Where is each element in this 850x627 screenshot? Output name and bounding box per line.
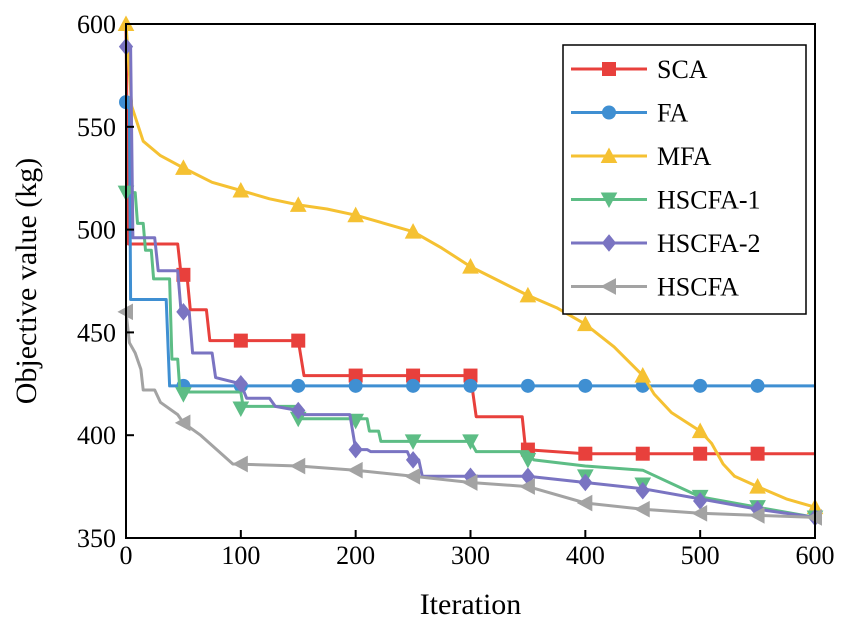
legend-marker-mfa (600, 147, 618, 163)
data-point-hscfa-1 (232, 401, 250, 418)
data-point-fa (348, 378, 363, 393)
data-point-fa (520, 378, 535, 393)
data-point-mfa (749, 478, 766, 494)
y-axis-label: Objective value (kg) (10, 158, 43, 405)
y-tick-label: 350 (77, 524, 116, 553)
data-point-sca (635, 446, 650, 461)
legend-entry-sca: SCA (571, 55, 708, 84)
data-point-fa (291, 378, 306, 393)
data-point-hscfa-1 (462, 434, 479, 450)
legend-label-fa: FA (657, 99, 689, 128)
x-tick-label: 500 (681, 541, 720, 570)
legend-entry-fa: FA (571, 99, 689, 128)
data-point-sca (233, 333, 248, 348)
data-point-hscfa (634, 500, 650, 518)
legend: SCA FA MFA HSCFA-1 HSCFA-2 HSCFA (562, 44, 807, 315)
legend-entry-mfa: MFA (571, 142, 712, 171)
data-point-fa (406, 378, 421, 393)
x-axis-label: Iteration (420, 588, 522, 621)
ticks-layer: 0 100 200 300 400 500 600 350 400 450 500 550 600 (77, 10, 835, 570)
data-point-hscfa (347, 461, 363, 479)
legend-box (562, 44, 807, 315)
data-point-hscfa (404, 467, 421, 485)
legend-marker-hscfa-2 (601, 234, 617, 252)
data-point-mfa (691, 422, 709, 439)
data-point-mfa (634, 367, 652, 383)
legend-label-sca: SCA (657, 55, 708, 84)
data-point-mfa (576, 315, 594, 332)
x-tick-label: 400 (566, 541, 605, 570)
series-line-hscfa (124, 311, 816, 519)
data-point-hscfa-1 (404, 434, 422, 450)
data-point-hscfa-2 (176, 303, 191, 321)
legend-marker-hscfa-1 (600, 192, 618, 209)
data-point-sca (291, 333, 306, 348)
data-point-hscfa-1 (175, 387, 192, 403)
x-tick-label: 300 (451, 541, 490, 570)
data-point-fa (463, 378, 478, 393)
data-point-mfa (175, 159, 192, 175)
data-point-hscfa (174, 414, 191, 432)
data-point-hscfa (749, 507, 765, 524)
data-point-mfa (347, 206, 365, 223)
data-point-hscfa (519, 478, 535, 495)
legend-label-mfa: MFA (657, 142, 712, 171)
data-point-mfa (404, 223, 422, 239)
data-point-mfa (519, 286, 537, 303)
data-point-fa (693, 378, 708, 393)
data-point-hscfa (289, 457, 306, 475)
data-point-mfa (232, 181, 250, 198)
x-tick-label: 100 (221, 541, 260, 570)
legend-marker-fa (602, 105, 616, 120)
y-tick-label: 550 (77, 113, 116, 142)
series-sca (124, 23, 815, 461)
data-point-hscfa-2 (578, 473, 593, 492)
legend-label-hscfa-1: HSCFA-1 (657, 186, 761, 215)
legend-label-hscfa-2: HSCFA-2 (657, 229, 761, 258)
data-point-hscfa (232, 455, 248, 473)
y-tick-label: 400 (77, 421, 116, 450)
data-point-hscfa (576, 494, 593, 512)
legend-marker-hscfa (600, 278, 616, 295)
y-tick-label: 500 (77, 216, 116, 245)
data-point-sca (578, 446, 593, 461)
data-point-hscfa (461, 474, 478, 491)
data-point-mfa (462, 258, 479, 274)
data-point-sca (750, 446, 765, 461)
data-point-hscfa-2 (291, 401, 306, 420)
data-point-fa (750, 378, 765, 393)
data-point-fa (578, 378, 593, 393)
series-line-mfa (124, 23, 816, 509)
data-point-hscfa-2 (233, 375, 248, 393)
y-tick-label: 600 (77, 10, 116, 39)
x-tick-label: 200 (336, 541, 375, 570)
series-hscfa (117, 303, 822, 526)
data-point-hscfa (691, 504, 708, 522)
x-tick-label: 0 (120, 541, 133, 570)
data-point-sca (693, 446, 708, 461)
legend-label-hscfa: HSCFA (657, 273, 739, 302)
series-line-sca (124, 23, 815, 456)
data-point-hscfa-2 (635, 481, 650, 500)
legend-entry-hscfa-2: HSCFA-2 (571, 229, 761, 258)
data-point-hscfa-1 (519, 452, 537, 469)
data-point-hscfa-2 (405, 451, 421, 469)
y-tick-label: 450 (77, 318, 116, 347)
data-point-mfa (289, 196, 307, 212)
x-tick-label: 600 (796, 541, 835, 570)
legend-marker-sca (602, 62, 616, 76)
series-mfa (117, 15, 824, 515)
legend-entry-hscfa-1: HSCFA-1 (571, 186, 761, 215)
data-point-hscfa-2 (348, 440, 363, 459)
legend-entry-hscfa: HSCFA (571, 273, 739, 302)
